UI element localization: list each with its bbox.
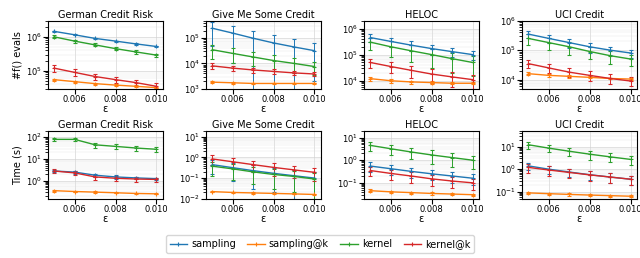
Legend: sampling, sampling@k, kernel, kernel@k: sampling, sampling@k, kernel, kernel@k (166, 235, 474, 253)
Title: UCI Credit: UCI Credit (555, 120, 604, 130)
Title: Give Me Some Credit: Give Me Some Credit (212, 120, 315, 130)
X-axis label: ε: ε (419, 214, 424, 224)
X-axis label: ε: ε (260, 214, 266, 224)
X-axis label: ε: ε (419, 104, 424, 114)
Y-axis label: #f() evals: #f() evals (13, 31, 23, 78)
X-axis label: ε: ε (260, 104, 266, 114)
Title: HELOC: HELOC (405, 10, 438, 20)
X-axis label: ε: ε (577, 104, 582, 114)
X-axis label: ε: ε (102, 104, 108, 114)
Title: German Credit Risk: German Credit Risk (58, 120, 153, 130)
Title: German Credit Risk: German Credit Risk (58, 10, 153, 20)
Y-axis label: Time (s): Time (s) (13, 145, 23, 184)
Title: Give Me Some Credit: Give Me Some Credit (212, 10, 315, 20)
Title: UCI Credit: UCI Credit (555, 10, 604, 20)
X-axis label: ε: ε (577, 214, 582, 224)
Title: HELOC: HELOC (405, 120, 438, 130)
X-axis label: ε: ε (102, 214, 108, 224)
